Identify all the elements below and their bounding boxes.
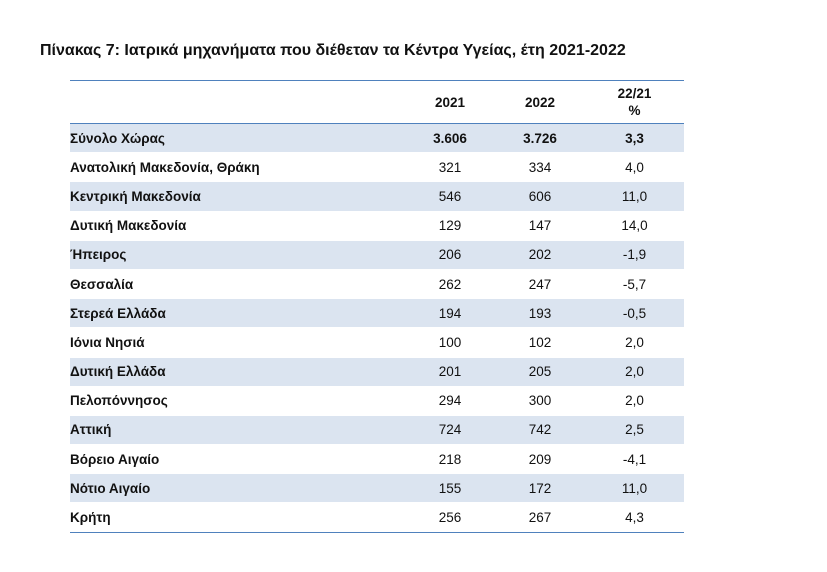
- change-cell: -0,5: [622, 305, 647, 321]
- table-row: Δυτική Μακεδονία 129 147 14,0: [70, 211, 684, 241]
- region-cell: Στερεά Ελλάδα: [70, 305, 166, 321]
- region-cell: Αττική: [70, 422, 112, 438]
- change-cell: 3,3: [625, 130, 644, 146]
- value-2021-cell: 262: [438, 276, 462, 292]
- value-2022-cell: 172: [528, 480, 552, 496]
- change-cell: -5,7: [622, 276, 647, 292]
- value-2021-cell: 546: [438, 188, 462, 204]
- table-header: 2021 2022 22/21 %: [70, 80, 684, 124]
- region-cell: Ήπειρος: [70, 247, 127, 263]
- value-2021-cell: 100: [438, 334, 462, 350]
- value-2022-cell: 209: [528, 451, 552, 467]
- table-body: Σύνολο Χώρας 3.606 3.726 3,3 Ανατολική Μακεδ…: [70, 123, 684, 533]
- change-cell: -1,9: [622, 247, 647, 263]
- region-cell: Κεντρική Μακεδονία: [70, 188, 201, 204]
- table-row: Βόρειο Αιγαίο 218 209 -4,1: [70, 445, 684, 474]
- region-cell: Δυτική Ελλάδα: [70, 364, 166, 380]
- table-row: Κεντρική Μακεδονία 546 606 11,0: [70, 181, 684, 212]
- change-cell: 2,0: [625, 393, 644, 409]
- value-2021-cell: 129: [438, 218, 462, 234]
- region-cell: Βόρειο Αιγαίο: [70, 451, 160, 467]
- value-2021-cell: 294: [438, 393, 462, 409]
- value-2022-cell: 147: [528, 218, 552, 234]
- region-cell: Δυτική Μακεδονία: [70, 218, 187, 234]
- table-row: Πελοπόννησος 294 300 2,0: [70, 386, 684, 416]
- value-2021-cell: 3.606: [433, 130, 467, 146]
- change-cell: 4,0: [625, 159, 644, 175]
- table-row: Νότιο Αιγαίο 155 172 11,0: [70, 473, 684, 503]
- table-title: Πίνακας 7: Ιατρικά μηχανήματα που διέθετ…: [40, 42, 626, 59]
- value-2022-cell: 742: [528, 422, 552, 438]
- value-2022-cell: 334: [528, 159, 552, 175]
- table-row: Στερεά Ελλάδα 194 193 -0,5: [70, 298, 684, 328]
- header-change-line1: 22/21: [617, 86, 652, 101]
- header-change-line2: %: [628, 103, 641, 118]
- change-cell: 2,5: [625, 422, 644, 438]
- change-cell: 11,0: [621, 188, 648, 204]
- header-change: 22/21 %: [585, 81, 684, 124]
- value-2021-cell: 194: [438, 305, 462, 321]
- value-2022-cell: 3.726: [523, 130, 557, 146]
- table-row: Ήπειρος 206 202 -1,9: [70, 240, 684, 270]
- header-region: [70, 81, 405, 124]
- region-cell: Πελοπόννησος: [70, 393, 168, 409]
- region-cell: Ιόνια Νησιά: [70, 334, 145, 350]
- change-cell: 14,0: [621, 218, 648, 234]
- value-2021-cell: 256: [438, 510, 462, 526]
- change-cell: 2,0: [625, 364, 644, 380]
- region-cell: Σύνολο Χώρας: [70, 130, 165, 146]
- value-2021-cell: 724: [438, 422, 462, 438]
- change-cell: 11,0: [621, 480, 648, 496]
- value-2022-cell: 202: [528, 247, 552, 263]
- table-row: Θεσσαλία 262 247 -5,7: [70, 269, 684, 299]
- value-2022-cell: 300: [528, 393, 552, 409]
- value-2022-cell: 606: [528, 188, 552, 204]
- value-2021-cell: 321: [438, 159, 462, 175]
- change-cell: 2,0: [625, 334, 644, 350]
- value-2021-cell: 155: [438, 480, 462, 496]
- value-2022-cell: 205: [528, 364, 552, 380]
- header-row: 2021 2022 22/21 %: [70, 80, 684, 124]
- table-row: Κρήτη 256 267 4,3: [70, 503, 684, 533]
- total-row: Σύνολο Χώρας 3.606 3.726 3,3: [70, 123, 684, 153]
- change-cell: -4,1: [622, 451, 647, 467]
- header-2022: 2022: [524, 94, 556, 110]
- region-cell: Ανατολική Μακεδονία, Θράκη: [70, 159, 260, 175]
- data-table: 2021 2022 22/21 % Σύνολο Χώρας 3.606 3.726…: [70, 80, 684, 533]
- table-row: Ανατολική Μακεδονία, Θράκη 321 334 4,0: [70, 153, 684, 182]
- table-row: Ιόνια Νησιά 100 102 2,0: [70, 328, 684, 357]
- header-2021: 2021: [434, 94, 466, 110]
- region-cell: Κρήτη: [70, 510, 111, 526]
- table-row: Αττική 724 742 2,5: [70, 415, 684, 445]
- value-2022-cell: 193: [528, 305, 552, 321]
- value-2022-cell: 102: [528, 334, 552, 350]
- value-2021-cell: 206: [438, 247, 462, 263]
- region-cell: Θεσσαλία: [70, 276, 134, 292]
- value-2022-cell: 247: [528, 276, 552, 292]
- table-row: Δυτική Ελλάδα 201 205 2,0: [70, 357, 684, 387]
- value-2021-cell: 201: [438, 364, 462, 380]
- change-cell: 4,3: [625, 510, 644, 526]
- value-2022-cell: 267: [528, 510, 552, 526]
- region-cell: Νότιο Αιγαίο: [70, 480, 151, 496]
- value-2021-cell: 218: [438, 451, 462, 467]
